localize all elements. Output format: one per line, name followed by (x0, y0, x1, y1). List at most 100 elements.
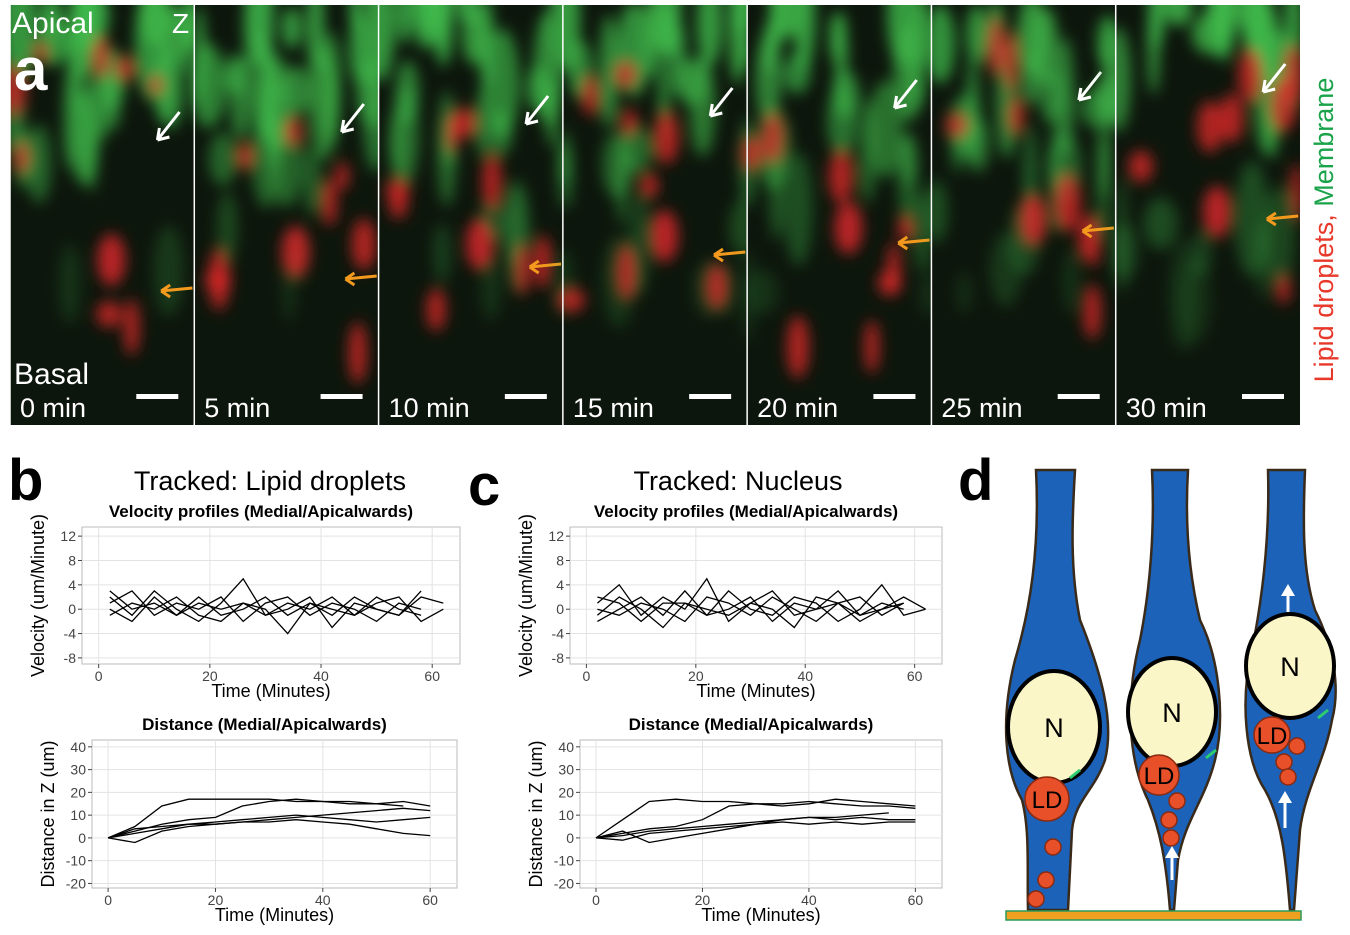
scale-bar (505, 394, 547, 399)
membrane-signal (282, 7, 302, 49)
droplet-signal (321, 179, 337, 227)
y-axis-label: Velocity (um/Minute) (28, 514, 48, 677)
droplet-signal (446, 114, 458, 154)
y-tick-label: 20 (558, 784, 574, 800)
y-tick-label: 8 (556, 552, 564, 568)
page: 0 min5 min10 min15 min20 min25 min30 min… (0, 0, 1350, 935)
droplet-signal (621, 109, 637, 136)
membrane-signal (558, 143, 573, 209)
y-tick-label: 0 (566, 830, 574, 846)
droplet-signal (762, 112, 784, 163)
membrane-signal (59, 244, 82, 324)
membrane-signal (1143, 197, 1178, 249)
membrane-signal (829, 12, 843, 62)
x-tick-label: 0 (583, 668, 591, 684)
x-tick-label: 60 (907, 668, 923, 684)
line-chart: Velocity profiles (Medial/Apicalwards)-8… (28, 502, 460, 701)
y-tick-label: 0 (68, 601, 76, 617)
membrane-signal (966, 4, 987, 65)
membrane-signal (279, 66, 313, 114)
y-tick-label: 12 (548, 528, 564, 544)
x-axis-label: Time (Minutes) (701, 905, 820, 925)
droplet-signal (14, 141, 30, 174)
droplet-signal (1087, 214, 1101, 267)
droplet-signal (96, 301, 121, 327)
droplet-signal (557, 287, 585, 312)
panel-letter: d (958, 448, 993, 513)
droplet-signal (1004, 32, 1018, 93)
droplet-signal (124, 299, 140, 356)
membrane-signal (755, 34, 781, 125)
panel-heading: Tracked: Nucleus (633, 466, 842, 496)
membrane-signal (391, 88, 419, 185)
droplet-signal (640, 172, 658, 199)
droplet-signal (864, 320, 879, 373)
x-tick-label: 60 (422, 892, 438, 908)
droplet-signal (787, 316, 809, 379)
droplet-signal (1019, 194, 1047, 246)
droplet-signal (1270, 78, 1297, 132)
frame: 25 min (924, 0, 1129, 425)
droplet-signal (426, 288, 445, 331)
droplet-signal (1290, 164, 1302, 222)
y-tick-label: -20 (66, 875, 86, 891)
y-tick-label: -20 (554, 875, 574, 891)
frame-label: 20 min (757, 393, 838, 423)
frame-label: 0 min (20, 393, 86, 423)
membrane-signal (1022, 53, 1040, 105)
chart-title: Velocity profiles (Medial/Apicalwards) (594, 502, 898, 521)
frame: 10 min (363, 0, 564, 425)
droplet-signal (654, 111, 679, 164)
membrane-signal (485, 28, 520, 138)
channel-green: Membrane (1309, 78, 1339, 207)
x-tick-label: 0 (592, 892, 600, 908)
panel-letter: a (14, 36, 48, 103)
droplet-signal (97, 234, 125, 286)
droplet-signal (1203, 186, 1231, 238)
droplet-label: LD (1144, 763, 1175, 790)
membrane-signal (84, 73, 98, 192)
droplet-signal (148, 75, 163, 95)
droplet-signal (1220, 94, 1244, 143)
substrate (1006, 911, 1301, 920)
droplet-signal (1238, 49, 1262, 103)
membrane-signal (602, 131, 633, 198)
axis-label: Z (172, 8, 189, 39)
y-tick-label: 40 (70, 739, 86, 755)
membrane-signal (1147, 1, 1159, 95)
frame: 20 min (739, 0, 937, 425)
frame: 30 min (1105, 0, 1303, 425)
membrane-signal (909, 55, 925, 110)
plot-area (92, 740, 457, 888)
droplet-signal (208, 248, 229, 310)
droplet-signal (945, 113, 968, 138)
scale-bar (1242, 394, 1284, 399)
y-tick-label: 10 (558, 807, 574, 823)
droplet-signal (515, 243, 530, 295)
membrane-signal (209, 132, 237, 185)
membrane-signal (1040, 69, 1064, 124)
droplet-signal (1083, 284, 1101, 339)
membrane-signal (433, 223, 451, 282)
membrane-signal (26, 124, 51, 203)
frame: 5 min (191, 0, 391, 425)
frame-label: 10 min (389, 393, 470, 423)
droplet-signal (835, 202, 863, 254)
droplet-signal (284, 117, 302, 147)
x-tick-label: 60 (908, 892, 924, 908)
x-tick-label: 0 (95, 668, 103, 684)
chart-title: Distance (Medial/Apicalwards) (629, 715, 874, 734)
basal-label: Basal (14, 358, 89, 391)
x-tick-label: 60 (424, 668, 440, 684)
plot-area (82, 527, 460, 664)
channel-label: Lipid droplets, Membrane (1309, 78, 1339, 383)
x-axis-label: Time (Minutes) (215, 905, 334, 925)
line-chart: Velocity profiles (Medial/Apicalwards)-8… (516, 502, 942, 701)
droplet-signal (650, 210, 678, 262)
y-axis-label: Distance in Z (um) (526, 740, 546, 887)
membrane-signal (827, 88, 857, 156)
chart-title: Velocity profiles (Medial/Apicalwards) (109, 502, 413, 521)
frame-label: 25 min (941, 393, 1022, 423)
scale-bar (689, 394, 731, 399)
y-axis-label: Distance in Z (um) (38, 740, 58, 887)
